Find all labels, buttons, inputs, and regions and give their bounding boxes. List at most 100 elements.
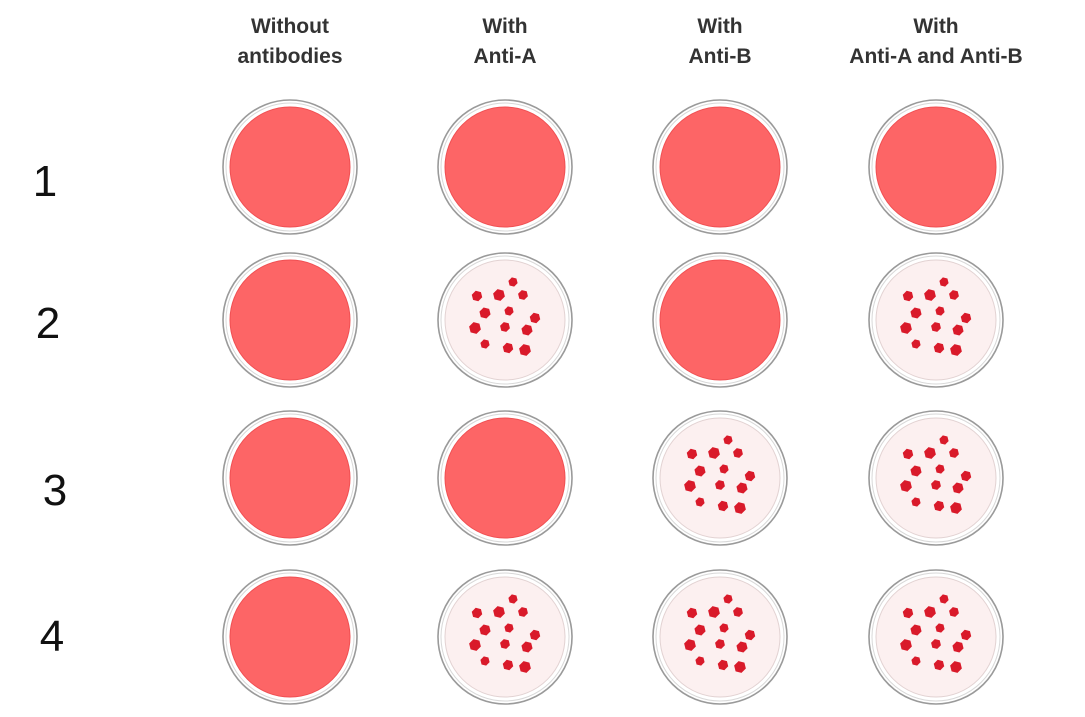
agglutination-clump [715, 639, 725, 649]
agglutination-clump [719, 623, 729, 633]
plate-rim-inner [871, 102, 1001, 232]
agglutination-clump [931, 639, 941, 649]
plate-no-agglutination [222, 252, 358, 388]
agglutination-clump [744, 470, 756, 482]
agglutination-clump [931, 480, 941, 490]
agglutination-clump [521, 641, 533, 653]
agglutination-clump [931, 322, 941, 332]
agglutination-clump [950, 661, 962, 673]
clear-serum [875, 259, 997, 381]
agglutination-clump [733, 607, 743, 617]
plate-agglutinated [437, 252, 573, 388]
agglutination-clump [519, 344, 531, 356]
agglutination-clump [480, 656, 490, 666]
column-header: Without antibodies [237, 15, 342, 68]
agglutination-clump [734, 661, 746, 673]
agglutination-clump [493, 606, 505, 618]
agglutination-clump [529, 629, 541, 641]
agglutination-clump [949, 290, 959, 300]
plate-agglutinated [652, 410, 788, 546]
agglutination-clump [960, 312, 972, 324]
agglutination-clump [902, 448, 914, 460]
agglutination-clump [935, 623, 945, 633]
agglutination-clump [900, 322, 912, 334]
blood-sample [229, 417, 351, 539]
agglutination-clump [529, 312, 541, 324]
blood-sample [229, 259, 351, 381]
column-header-line2: Anti-A [474, 45, 537, 68]
agglutination-clump [695, 497, 705, 507]
agglutination-clump [518, 290, 528, 300]
agglutination-clump [933, 659, 945, 671]
agglutination-clump [684, 480, 696, 492]
column-header-line1: With [913, 15, 958, 38]
plate-rim-inner [440, 255, 570, 385]
agglutination-clump [900, 639, 912, 651]
agglutination-clump [469, 322, 481, 334]
plate-rim-inner [225, 413, 355, 543]
agglutination-clump [952, 324, 964, 336]
agglutination-clump [469, 639, 481, 651]
agglutination-clump [939, 594, 949, 604]
agglutination-clump [504, 306, 514, 316]
plate-rim-inner [440, 102, 570, 232]
plate-rim-inner [655, 572, 785, 702]
agglutination-clump [518, 607, 528, 617]
plate-no-agglutination [222, 99, 358, 235]
agglutination-clump [715, 480, 725, 490]
clear-serum [875, 417, 997, 539]
agglutination-clump [493, 289, 505, 301]
clear-serum [659, 417, 781, 539]
agglutination-clump [723, 435, 733, 445]
agglutination-clump [939, 277, 949, 287]
agglutination-clump [508, 277, 518, 287]
agglutination-clump [933, 342, 945, 354]
agglutination-clump [500, 639, 510, 649]
column-header-line2: Anti-A and Anti-B [849, 45, 1022, 68]
agglutination-clump [924, 289, 936, 301]
plate-rim-inner [871, 572, 1001, 702]
agglutination-clump [708, 447, 720, 459]
agglutination-clump [695, 656, 705, 666]
agglutination-clump [508, 594, 518, 604]
plate-no-agglutination [222, 569, 358, 705]
agglutination-clump [960, 470, 972, 482]
agglutination-clump [950, 344, 962, 356]
agglutination-clump [694, 465, 706, 477]
plate-agglutinated [652, 569, 788, 705]
agglutination-clump [935, 306, 945, 316]
agglutination-clump [900, 480, 912, 492]
blood-sample [875, 106, 997, 228]
agglutination-clump [519, 661, 531, 673]
clear-serum [444, 576, 566, 698]
plate-agglutinated [868, 410, 1004, 546]
column-header-line1: With [697, 15, 742, 38]
agglutination-clump [504, 623, 514, 633]
agglutination-clump [950, 502, 962, 514]
agglutination-clump [471, 607, 483, 619]
agglutination-clump [521, 324, 533, 336]
agglutination-clump [736, 482, 748, 494]
plate-no-agglutination [222, 410, 358, 546]
plate-rim-inner [225, 102, 355, 232]
plate-agglutinated [868, 569, 1004, 705]
agglutination-clump [480, 339, 490, 349]
plate-rim-inner [225, 255, 355, 385]
agglutination-clump [924, 606, 936, 618]
agglutination-clump [686, 607, 698, 619]
agglutination-clump [708, 606, 720, 618]
column-header-line1: Without [251, 15, 329, 38]
agglutination-clump [734, 502, 746, 514]
agglutination-clump [686, 448, 698, 460]
clear-serum [444, 259, 566, 381]
agglutination-clump [736, 641, 748, 653]
plate-no-agglutination [652, 252, 788, 388]
plate-rim-inner [655, 102, 785, 232]
agglutination-clump [902, 607, 914, 619]
plate-agglutinated [437, 569, 573, 705]
plate-rim-inner [871, 255, 1001, 385]
agglutination-clump [502, 342, 514, 354]
agglutination-clump [694, 624, 706, 636]
plate-rim-inner [440, 572, 570, 702]
